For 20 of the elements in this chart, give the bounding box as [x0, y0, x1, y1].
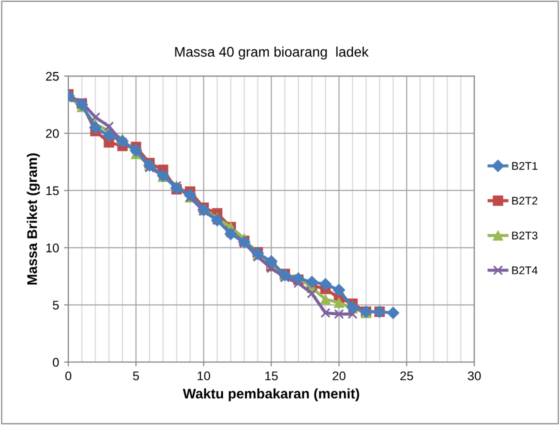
y-tick-label: 10 [46, 243, 59, 252]
x-tick-label: 0 [65, 371, 72, 380]
legend-label: B2T4 [512, 266, 538, 274]
y-tick-label: 15 [46, 186, 59, 196]
legend-label: B2T1 [512, 162, 538, 170]
y-tick-label: 20 [46, 129, 59, 138]
x-tick-label: 20 [332, 371, 346, 380]
chart-title: Massa 40 gram bioarang ladek [175, 46, 369, 60]
y-tick-label: 5 [52, 300, 59, 310]
y-axis-title: Massa Briket (gram) [26, 153, 40, 285]
x-tick-label: 25 [400, 371, 414, 380]
x-axis-title: Waktu pembakaran (menit) [182, 388, 360, 402]
x-tick-label: 10 [198, 371, 210, 380]
y-tick-label: 25 [46, 72, 59, 81]
x-tick-label: 5 [133, 372, 139, 380]
y-tick-label: 0 [52, 358, 59, 367]
x-tick-label: 15 [265, 372, 278, 380]
legend-label: B2T3 [512, 232, 538, 240]
legend-label: B2T2 [512, 196, 538, 205]
x-tick-label: 30 [468, 371, 481, 380]
